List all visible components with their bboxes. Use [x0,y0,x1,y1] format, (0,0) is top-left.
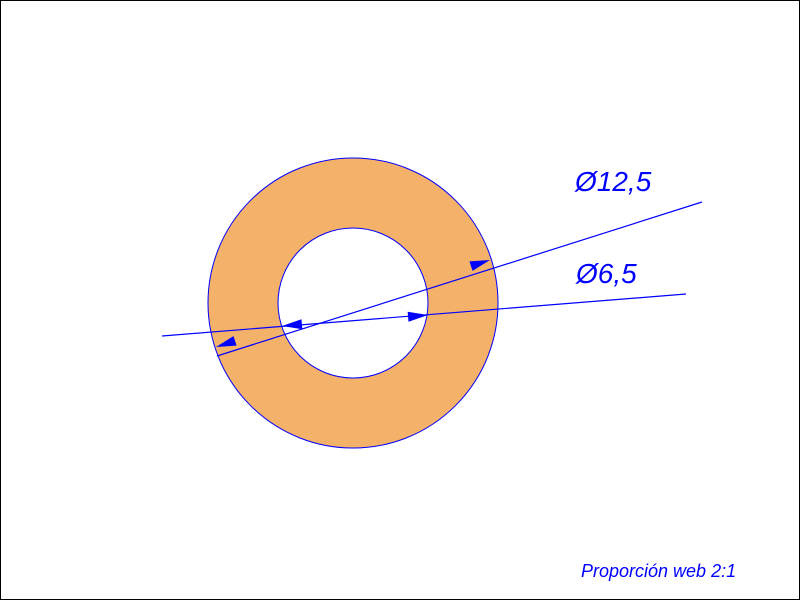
outer-diameter-label: Ø12,5 [575,166,651,198]
diagram-svg [1,1,800,601]
inner-diameter-label: Ø6,5 [576,258,637,290]
ring-shape [208,158,498,448]
scale-footer-text: Proporción web 2:1 [581,561,736,582]
drawing-canvas: Ø12,5 Ø6,5 Proporción web 2:1 [0,0,800,600]
